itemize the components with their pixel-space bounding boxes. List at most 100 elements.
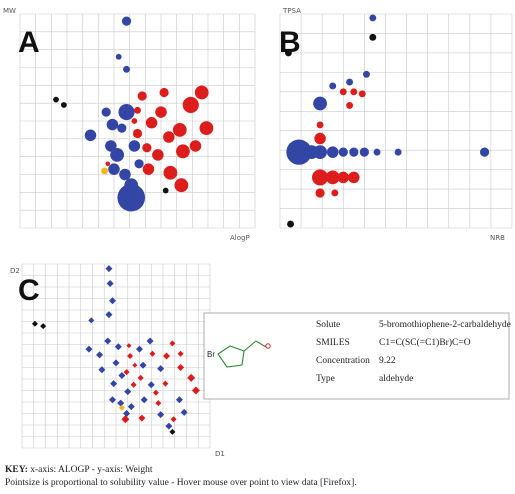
panel-c-point-red[interactable] bbox=[187, 373, 196, 382]
panel-b-point-red[interactable] bbox=[350, 88, 358, 96]
panel-c-point-red[interactable] bbox=[191, 386, 200, 395]
panel-a-point-blue[interactable] bbox=[117, 183, 146, 212]
panel-b-point-blue[interactable] bbox=[313, 96, 327, 111]
panel-c-point-blue[interactable] bbox=[180, 408, 188, 416]
panel-a-point-red[interactable] bbox=[194, 85, 209, 100]
panel-a-point-red[interactable] bbox=[176, 144, 190, 159]
panel-c-point-blue[interactable] bbox=[136, 345, 143, 353]
panel-b-point-blue[interactable] bbox=[373, 148, 381, 156]
panel-c-point-blue[interactable] bbox=[124, 388, 132, 396]
panel-c-point-red[interactable] bbox=[177, 364, 185, 371]
panel-b-point-blue[interactable] bbox=[329, 82, 337, 90]
panel-c-point-red[interactable] bbox=[137, 374, 144, 381]
panel-c-point-red[interactable] bbox=[162, 380, 169, 387]
panel-c-point-blue[interactable] bbox=[88, 317, 95, 324]
panel-a-point-blue[interactable] bbox=[84, 129, 97, 142]
panel-c-point-blue[interactable] bbox=[110, 380, 118, 388]
panel-b-point-blue[interactable] bbox=[369, 14, 377, 22]
panel-b-point-red[interactable] bbox=[315, 188, 325, 198]
panel-a-point-black[interactable] bbox=[53, 96, 59, 103]
panel-a-point-red[interactable] bbox=[145, 117, 158, 129]
panel-c-point-blue[interactable] bbox=[105, 265, 113, 273]
panel-c-point-red[interactable] bbox=[155, 400, 162, 407]
panel-c-point-blue[interactable] bbox=[117, 399, 125, 407]
panel-b-point-red[interactable] bbox=[358, 90, 366, 98]
panel-c-point-red[interactable] bbox=[126, 343, 132, 349]
panel-b-point-red[interactable] bbox=[337, 171, 350, 184]
panel-a-point-red[interactable] bbox=[155, 106, 167, 118]
panel-b-point-blue[interactable] bbox=[338, 147, 348, 157]
panel-b-point-blue[interactable] bbox=[326, 146, 339, 158]
panel-b-point-blue[interactable] bbox=[479, 147, 490, 157]
panel-c-point-blue[interactable] bbox=[108, 297, 116, 305]
panel-c-point-blue[interactable] bbox=[114, 343, 122, 351]
panel-c-point-blue[interactable] bbox=[127, 403, 135, 411]
panel-c-point-red[interactable] bbox=[123, 369, 130, 376]
panel-c-point-blue[interactable] bbox=[98, 366, 106, 374]
panel-b-point-black[interactable] bbox=[287, 220, 294, 228]
panel-c-point-blue[interactable] bbox=[146, 337, 154, 345]
panel-c-point-blue[interactable] bbox=[106, 280, 114, 288]
panel-c-point-red[interactable] bbox=[177, 350, 184, 357]
panel-a-point-red[interactable] bbox=[199, 121, 214, 136]
panel-c-point-blue[interactable] bbox=[157, 411, 165, 419]
panel-b-point-black[interactable] bbox=[284, 49, 292, 57]
panel-c-point-yellow[interactable] bbox=[118, 404, 125, 411]
panel-b-point-blue[interactable] bbox=[313, 145, 327, 160]
panel-a-point-red[interactable] bbox=[132, 128, 143, 139]
panel-a-point-red[interactable] bbox=[189, 140, 202, 152]
panel-c-point-red[interactable] bbox=[163, 352, 171, 360]
panel-c-point-red[interactable] bbox=[152, 389, 159, 396]
panel-a-point-red[interactable] bbox=[142, 163, 155, 175]
panel-a-point-blue[interactable] bbox=[106, 118, 119, 131]
panel-b-point-red[interactable] bbox=[339, 88, 347, 96]
panel-c-point-black[interactable] bbox=[40, 323, 47, 330]
panel-c-point-red[interactable] bbox=[121, 415, 130, 424]
panel-c-point-blue[interactable] bbox=[147, 381, 155, 389]
panel-a-point-red[interactable] bbox=[159, 87, 169, 98]
panel-c-point-blue[interactable] bbox=[175, 396, 183, 404]
panel-c-points[interactable] bbox=[31, 265, 200, 435]
panel-c-point-blue[interactable] bbox=[112, 359, 120, 367]
panel-c-point-blue[interactable] bbox=[165, 422, 173, 430]
panel-a-point-red[interactable] bbox=[131, 118, 138, 124]
panel-a-point-red[interactable] bbox=[142, 143, 152, 153]
panel-b-point-red[interactable] bbox=[348, 171, 360, 184]
panel-a-point-red[interactable] bbox=[105, 161, 111, 167]
panel-b-point-red[interactable] bbox=[316, 121, 324, 129]
panel-a-point-blue[interactable] bbox=[118, 104, 135, 121]
panel-b-point-red[interactable] bbox=[325, 170, 340, 185]
panel-c-point-red[interactable] bbox=[169, 340, 176, 347]
panel-c-point-red[interactable] bbox=[132, 362, 138, 368]
panel-c-point-blue[interactable] bbox=[157, 365, 165, 373]
panel-b-point-blue[interactable] bbox=[346, 78, 354, 86]
panel-c-point-blue[interactable] bbox=[104, 337, 112, 345]
panel-a-point-yellow[interactable] bbox=[101, 167, 109, 175]
panel-a-point-blue[interactable] bbox=[134, 159, 144, 169]
panel-a-point-red[interactable] bbox=[182, 96, 199, 113]
panel-c-point-blue[interactable] bbox=[139, 361, 147, 369]
panel-a-point-blue[interactable] bbox=[117, 123, 127, 133]
panel-c-point-blue[interactable] bbox=[108, 396, 116, 404]
panel-a-point-red[interactable] bbox=[152, 149, 164, 161]
panel-c-point-blue[interactable] bbox=[140, 396, 148, 404]
panel-b-point-blue[interactable] bbox=[359, 147, 369, 157]
panel-a-point-blue[interactable] bbox=[108, 163, 120, 175]
panel-c-point-blue[interactable] bbox=[123, 410, 131, 417]
panel-a-point-red[interactable] bbox=[163, 131, 175, 143]
panel-a-point-blue[interactable] bbox=[105, 140, 117, 152]
panel-c-point-red[interactable] bbox=[138, 414, 146, 422]
panel-b-point-red[interactable] bbox=[312, 169, 329, 186]
panel-c-point-blue[interactable] bbox=[105, 311, 113, 319]
panel-a-point-red[interactable] bbox=[163, 165, 178, 180]
panel-b-point-blue[interactable] bbox=[286, 139, 312, 165]
panel-c-point-black[interactable] bbox=[169, 428, 176, 435]
panel-a-point-blue[interactable] bbox=[115, 53, 122, 60]
panel-a-point-blue[interactable] bbox=[128, 140, 141, 152]
panel-a-point-blue[interactable] bbox=[110, 147, 125, 162]
panel-c-point-red[interactable] bbox=[149, 350, 156, 357]
panel-b-point-red[interactable] bbox=[314, 132, 326, 145]
panel-c-point-red[interactable] bbox=[130, 381, 137, 388]
panel-a-point-blue[interactable] bbox=[123, 65, 130, 73]
panel-c-point-blue[interactable] bbox=[96, 351, 104, 359]
